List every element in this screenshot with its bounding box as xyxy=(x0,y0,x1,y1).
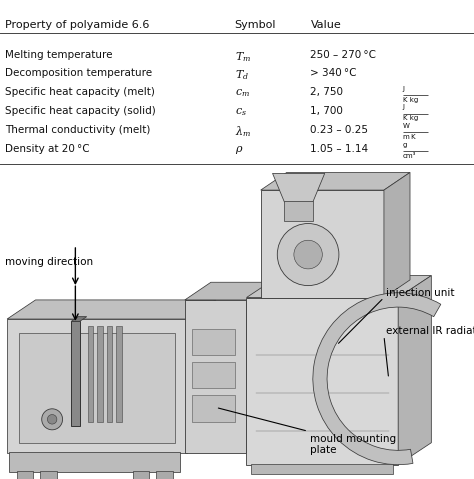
Text: 0.23 – 0.25: 0.23 – 0.25 xyxy=(310,125,371,135)
Text: J: J xyxy=(403,104,405,111)
Bar xyxy=(40,471,57,479)
Bar xyxy=(251,464,393,474)
Polygon shape xyxy=(384,172,410,297)
Text: Value: Value xyxy=(310,20,341,30)
Bar xyxy=(156,471,173,479)
Bar xyxy=(246,297,398,465)
Text: Density at 20 °C: Density at 20 °C xyxy=(5,144,90,154)
Bar xyxy=(185,300,246,453)
Polygon shape xyxy=(273,173,325,202)
Text: $T_m$: $T_m$ xyxy=(235,50,251,64)
Bar xyxy=(133,471,149,479)
Bar xyxy=(19,333,175,443)
Bar xyxy=(7,319,187,453)
Bar xyxy=(192,362,235,388)
Text: > 340 °C: > 340 °C xyxy=(310,68,357,79)
Polygon shape xyxy=(7,300,216,319)
Text: $T_d$: $T_d$ xyxy=(235,68,249,82)
Text: Property of polyamide 6.6: Property of polyamide 6.6 xyxy=(5,20,149,30)
Text: $c_m$: $c_m$ xyxy=(235,87,250,99)
Polygon shape xyxy=(246,275,431,297)
Text: J: J xyxy=(403,86,405,92)
Text: m K: m K xyxy=(403,134,416,140)
Text: Decomposition temperature: Decomposition temperature xyxy=(5,68,152,79)
Polygon shape xyxy=(71,317,87,321)
Text: 1.05 – 1.14: 1.05 – 1.14 xyxy=(310,144,371,154)
Text: Symbol: Symbol xyxy=(235,20,276,30)
Text: moving direction: moving direction xyxy=(5,257,93,267)
Bar xyxy=(192,329,235,355)
Bar xyxy=(88,326,93,422)
Text: mould mounting
plate: mould mounting plate xyxy=(310,433,397,455)
Text: Melting temperature: Melting temperature xyxy=(5,50,112,60)
Text: 2, 750: 2, 750 xyxy=(310,87,346,97)
Text: 1, 700: 1, 700 xyxy=(310,106,346,116)
Circle shape xyxy=(277,224,339,285)
Bar xyxy=(17,471,33,479)
Text: cm³: cm³ xyxy=(403,153,416,160)
Polygon shape xyxy=(246,282,273,453)
Bar xyxy=(261,190,384,297)
Circle shape xyxy=(42,409,63,430)
Text: Thermal conductivity (melt): Thermal conductivity (melt) xyxy=(5,125,150,135)
Text: $\rho$: $\rho$ xyxy=(235,144,243,156)
Text: W: W xyxy=(403,123,410,129)
Circle shape xyxy=(294,240,322,269)
Bar xyxy=(9,452,180,472)
Polygon shape xyxy=(261,172,410,190)
Bar xyxy=(284,201,313,221)
Polygon shape xyxy=(185,282,273,300)
Text: Specific heat capacity (solid): Specific heat capacity (solid) xyxy=(5,106,155,116)
Text: $c_s$: $c_s$ xyxy=(235,106,246,118)
Bar xyxy=(116,326,122,422)
Bar xyxy=(71,321,80,426)
Bar xyxy=(107,326,112,422)
Circle shape xyxy=(47,414,57,424)
Text: Specific heat capacity (melt): Specific heat capacity (melt) xyxy=(5,87,155,97)
Polygon shape xyxy=(187,300,216,453)
Text: injection unit: injection unit xyxy=(386,288,455,298)
Text: 250 – 270 °C: 250 – 270 °C xyxy=(310,50,376,60)
Text: K kg: K kg xyxy=(403,97,418,103)
Wedge shape xyxy=(313,293,441,465)
Polygon shape xyxy=(398,275,431,465)
Text: external IR radiator: external IR radiator xyxy=(386,326,474,336)
Bar xyxy=(97,326,103,422)
Text: K kg: K kg xyxy=(403,115,418,122)
Text: $\lambda_m$: $\lambda_m$ xyxy=(235,125,251,139)
Bar xyxy=(192,396,235,422)
Text: g: g xyxy=(403,142,407,148)
